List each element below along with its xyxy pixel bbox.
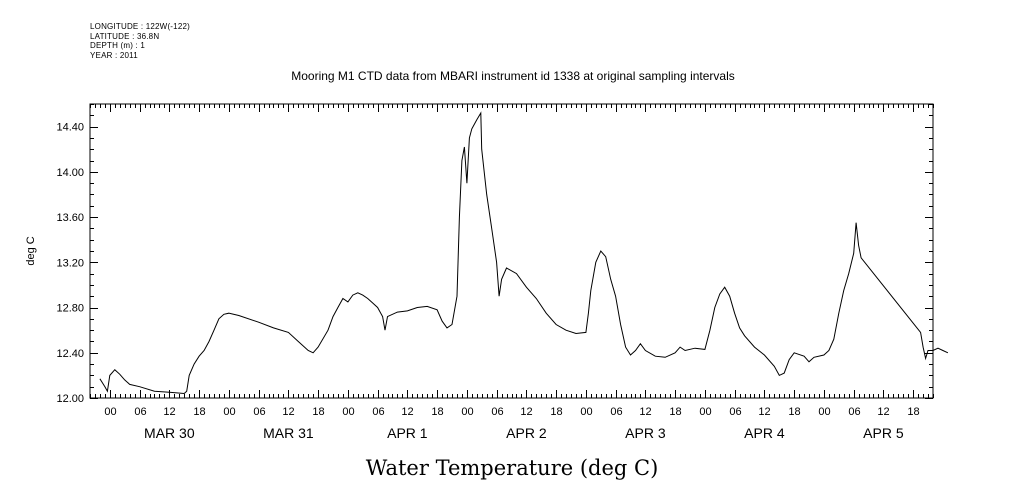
x-tick-label: 00	[818, 406, 830, 418]
x-day-label: APR 4	[744, 425, 785, 441]
x-tick-label: 12	[282, 406, 294, 418]
x-tick-label: 00	[699, 406, 711, 418]
x-day-label: APR 1	[387, 425, 428, 441]
x-axis-label: Water Temperature (deg C)	[366, 456, 659, 480]
x-tick-label: 18	[907, 406, 919, 418]
x-tick-label: 00	[461, 406, 473, 418]
x-tick-label: 00	[223, 406, 235, 418]
y-tick-label: 12.40	[56, 348, 84, 360]
series-line-water-temperature	[99, 111, 949, 395]
chart-title: Mooring M1 CTD data from MBARI instrumen…	[291, 69, 735, 83]
x-tick-label: 12	[877, 406, 889, 418]
x-tick-label: 06	[491, 406, 503, 418]
x-tick-label: 18	[193, 406, 205, 418]
y-tick-label: 14.40	[56, 122, 84, 134]
x-tick-label: 06	[134, 406, 146, 418]
y-tick-label: 12.00	[56, 393, 84, 405]
axis-labels: 00 06 12 18 00 06 12 18 00 06 12 18 00 06 12 18 00 06 12 18…	[56, 122, 919, 441]
x-tick-label: 18	[431, 406, 443, 418]
x-day-label: MAR 31	[263, 425, 314, 441]
y-tick-label: 13.20	[56, 257, 84, 269]
x-tick-label: 12	[401, 406, 413, 418]
x-tick-label: 06	[729, 406, 741, 418]
x-tick-label: 06	[372, 406, 384, 418]
x-day-label: APR 3	[625, 425, 666, 441]
x-tick-label: 06	[848, 406, 860, 418]
x-tick-label: 18	[788, 406, 800, 418]
depth-info: DEPTH (m) : 1	[90, 41, 146, 50]
latitude-info: LATITUDE : 36.8N	[90, 31, 160, 41]
axis-ticks	[90, 104, 934, 399]
x-tick-label: 18	[312, 406, 324, 418]
y-axis-label: deg C	[25, 236, 37, 265]
longitude-info: LONGITUDE : 122W(-122)	[90, 22, 190, 31]
plot-frame	[89, 103, 934, 399]
x-day-label: APR 2	[506, 425, 547, 441]
x-tick-label: 00	[104, 406, 116, 418]
x-tick-label: 18	[550, 406, 562, 418]
year-info: YEAR : 2011	[90, 50, 138, 60]
x-tick-label: 00	[342, 406, 354, 418]
x-day-label: APR 5	[863, 425, 904, 441]
x-tick-label: 12	[639, 406, 651, 418]
x-tick-label: 06	[610, 406, 622, 418]
x-tick-label: 18	[669, 406, 681, 418]
header-info-block: LONGITUDE : 122W(-122) LATITUDE : 36.8N …	[90, 22, 190, 60]
x-tick-label: 00	[580, 406, 592, 418]
y-tick-label: 14.00	[56, 167, 84, 179]
x-tick-label: 12	[520, 406, 532, 418]
x-tick-label: 06	[253, 406, 265, 418]
y-tick-label: 12.80	[56, 303, 84, 315]
x-tick-label: 12	[758, 406, 770, 418]
x-day-label: MAR 30	[144, 425, 195, 441]
x-tick-label: 12	[163, 406, 175, 418]
y-tick-label: 13.60	[56, 212, 84, 224]
